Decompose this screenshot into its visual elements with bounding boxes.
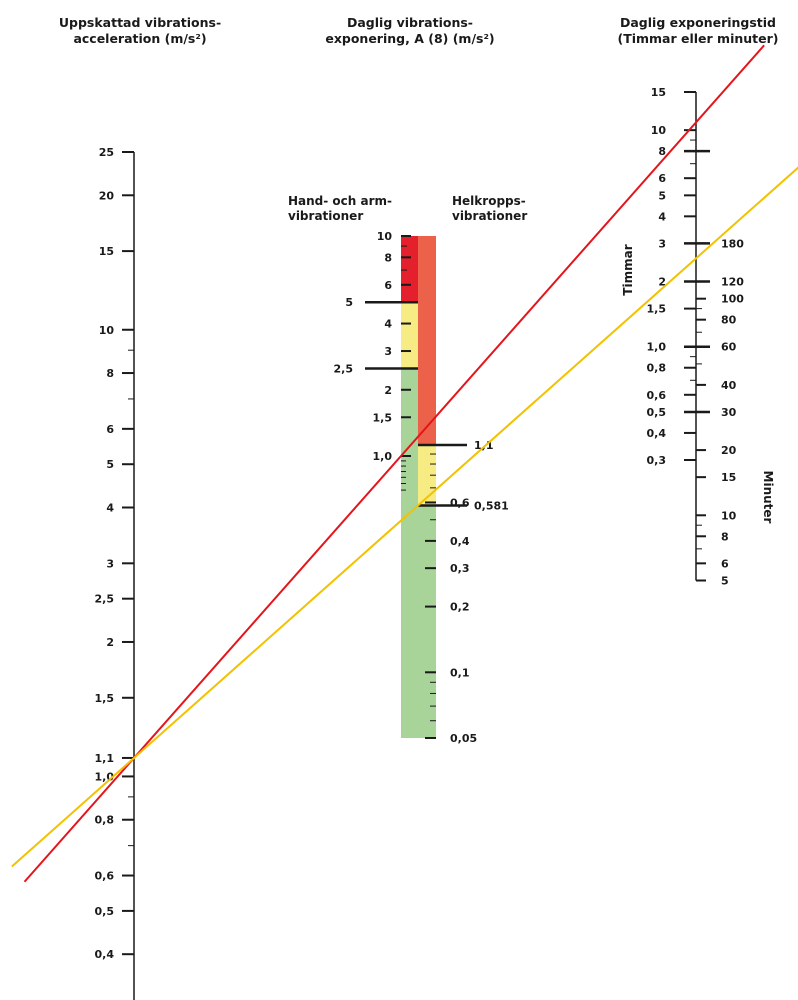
acceleration-tick-label: 5 — [106, 458, 114, 471]
hours-tick-label: 0,8 — [647, 362, 667, 375]
hand-arm-tick-label: 8 — [384, 251, 392, 264]
header-exposure-time-line2: (Timmar eller minuter) — [617, 31, 779, 46]
acceleration-tick-label: 15 — [99, 245, 114, 258]
minutes-tick-label: 80 — [721, 314, 737, 327]
hours-tick-label: 1,0 — [647, 341, 667, 354]
minutes-tick-label: 120 — [721, 276, 744, 289]
header-daily-exposure-line2: exponering, A (8) (m/s²) — [325, 31, 495, 46]
acceleration-tick-label: 4 — [106, 502, 114, 515]
subheader-hand-arm-line2: vibrationer — [288, 209, 364, 223]
whole-body-tick-label: 0,3 — [450, 562, 470, 575]
minutes-tick-label: 30 — [721, 406, 737, 419]
hours-tick-label: 10 — [651, 124, 667, 137]
hours-tick-label: 1,5 — [647, 303, 667, 316]
hours-tick-label: 0,6 — [647, 389, 667, 402]
header-daily-exposure-line1: Daglig vibrations- — [347, 15, 473, 30]
minutes-tick-label: 6 — [721, 557, 729, 570]
whole-body-zone-red — [418, 236, 436, 445]
acceleration-tick-label: 3 — [106, 557, 114, 570]
header-exposure-time: Daglig exponeringstid (Timmar eller minu… — [598, 15, 798, 47]
header-acceleration-line1: Uppskattad vibrations- — [58, 15, 222, 30]
acceleration-tick-label: 0,6 — [95, 870, 115, 883]
hours-tick-label: 5 — [658, 189, 666, 202]
acceleration-tick-label: 6 — [106, 423, 114, 436]
whole-body-tick-label: 0,4 — [450, 535, 470, 548]
hours-tick-label: 0,5 — [647, 406, 667, 419]
minutes-tick-label: 100 — [721, 293, 744, 306]
yellow-reading-line — [11, 166, 798, 868]
subheader-whole-body-line1: Helkropps- — [452, 194, 526, 208]
header-exposure-time-line1: Daglig exponeringstid — [619, 15, 777, 30]
hand-arm-tick-label: 3 — [384, 345, 392, 358]
hand-arm-zone-yellow — [401, 302, 418, 369]
hand-arm-tick-label: 2 — [384, 384, 392, 397]
subheader-whole-body-line2: vibrationer — [452, 209, 528, 223]
whole-body-tick-label: 0,581 — [474, 500, 509, 513]
minutes-tick-label: 15 — [721, 471, 736, 484]
whole-body-tick-label: 0,1 — [450, 666, 470, 679]
hours-tick-label: 15 — [651, 86, 666, 99]
hours-tick-label: 8 — [658, 145, 666, 158]
hours-tick-label: 4 — [658, 210, 666, 223]
whole-body-tick-label: 0,6 — [450, 496, 470, 509]
acceleration-tick-label: 0,4 — [95, 948, 115, 961]
acceleration-tick-label: 2 — [106, 636, 114, 649]
subheader-whole-body: Helkropps- vibrationer — [452, 194, 527, 224]
hand-arm-tick-label: 6 — [384, 279, 392, 292]
hand-arm-tick-label: 2,5 — [334, 362, 354, 375]
hand-arm-tick-label: 1,0 — [373, 450, 393, 463]
minutes-tick-label: 5 — [721, 574, 729, 587]
hand-arm-tick-label: 10 — [377, 230, 393, 243]
minutes-tick-label: 180 — [721, 237, 744, 250]
hours-tick-label: 2 — [658, 276, 666, 289]
header-acceleration: Uppskattad vibrations- acceleration (m/s… — [40, 15, 240, 47]
acceleration-tick-label: 8 — [106, 367, 114, 380]
red-reading-line — [23, 44, 765, 883]
hand-arm-zone-green — [401, 368, 418, 738]
whole-body-zone-green — [418, 505, 436, 738]
hours-tick-label: 6 — [658, 172, 666, 185]
minutes-tick-label: 20 — [721, 444, 737, 457]
minutes-tick-label: 60 — [721, 341, 737, 354]
subheader-hand-arm-line1: Hand- och arm- — [288, 194, 393, 208]
acceleration-tick-label: 1,5 — [95, 692, 115, 705]
minutes-tick-label: 40 — [721, 379, 737, 392]
acceleration-tick-label: 20 — [99, 189, 115, 202]
minutes-tick-label: 8 — [721, 530, 729, 543]
hand-arm-tick-label: 1,5 — [373, 411, 393, 424]
header-daily-exposure: Daglig vibrations- exponering, A (8) (m/… — [320, 15, 500, 47]
whole-body-tick-label: 0,2 — [450, 601, 470, 614]
hours-tick-label: 0,4 — [647, 427, 667, 440]
header-acceleration-line2: acceleration (m/s²) — [73, 31, 207, 46]
acceleration-tick-label: 0,5 — [95, 905, 115, 918]
acceleration-tick-label: 10 — [99, 324, 115, 337]
hours-tick-label: 3 — [658, 237, 666, 250]
acceleration-tick-label: 1,1 — [95, 752, 115, 765]
acceleration-tick-label: 25 — [99, 146, 114, 159]
hand-arm-tick-label: 4 — [384, 318, 392, 331]
minutes-tick-label: 10 — [721, 509, 737, 522]
hours-tick-label: 0,3 — [647, 454, 667, 467]
whole-body-tick-label: 0,05 — [450, 732, 477, 745]
acceleration-tick-label: 2,5 — [95, 593, 115, 606]
hand-arm-tick-label: 5 — [345, 296, 353, 309]
subheader-hand-arm: Hand- och arm- vibrationer — [288, 194, 392, 224]
acceleration-tick-label: 0,8 — [95, 814, 115, 827]
whole-body-zone-yellow — [418, 445, 436, 506]
